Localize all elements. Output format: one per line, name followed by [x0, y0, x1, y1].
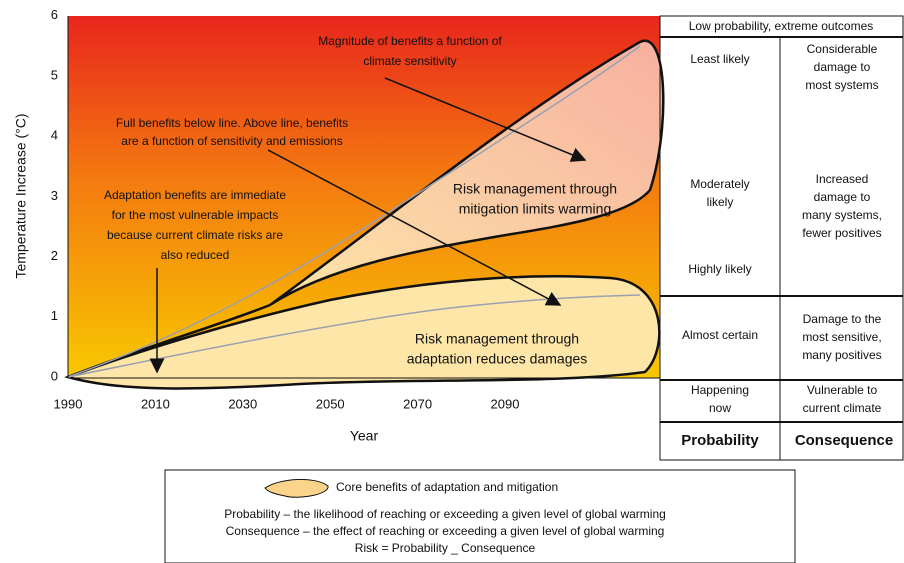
- legend-text: Risk = Probability _ Consequence: [355, 541, 536, 555]
- annotation: mitigation limits warming: [459, 201, 611, 217]
- annotation: are a function of sensitivity and emissi…: [121, 134, 342, 148]
- arrow: [384, 77, 587, 162]
- x-axis-label: Year: [350, 428, 379, 444]
- annotation: because current climate risks are: [107, 228, 283, 242]
- y-axis-label: Temperature Increase (°C): [13, 113, 29, 278]
- legend-text: Consequence – the effect of reaching or …: [226, 524, 665, 538]
- annotation: Full benefits below line. Above line, be…: [116, 116, 348, 130]
- arrow: [267, 149, 562, 306]
- annotation: for the most vulnerable impacts: [112, 208, 279, 222]
- annotation: Risk management through: [453, 181, 617, 197]
- table-footer: Probability: [681, 432, 759, 449]
- probability-cell: Least likely: [690, 52, 749, 66]
- probability-cell: Happening: [691, 383, 749, 397]
- consequence-cell: Considerable: [807, 42, 878, 56]
- y-tick-label: 6: [51, 7, 58, 22]
- probability-cell: Almost certain: [682, 328, 758, 342]
- legend-swatch: [264, 478, 329, 498]
- probability-cell: likely: [707, 195, 734, 209]
- consequence-cell: Increased: [816, 172, 869, 186]
- y-tick-label: 5: [51, 67, 58, 82]
- x-tick-label: 2070: [403, 396, 432, 411]
- annotation: Adaptation benefits are immediate: [104, 188, 286, 202]
- consequence-cell: most systems: [805, 78, 878, 92]
- y-tick-label: 1: [51, 308, 58, 323]
- y-tick-label: 4: [51, 128, 58, 143]
- consequence-cell: damage to: [814, 60, 871, 74]
- annotation: adaptation reduces damages: [407, 351, 588, 367]
- legend-text: Probability – the likelihood of reaching…: [224, 507, 666, 521]
- x-tick-label: 2010: [141, 396, 170, 411]
- consequence-cell: many positives: [802, 348, 881, 362]
- consequence-cell: damage to: [814, 190, 871, 204]
- probability-cell: Highly likely: [688, 262, 751, 276]
- annotation: climate sensitivity: [363, 54, 456, 68]
- annotation: Risk management through: [415, 331, 579, 347]
- legend-label: Core benefits of adaptation and mitigati…: [336, 480, 558, 494]
- x-tick-label: 1990: [54, 396, 83, 411]
- table-footer: Consequence: [795, 432, 893, 449]
- consequence-cell: fewer positives: [802, 226, 881, 240]
- x-tick-label: 2050: [316, 396, 345, 411]
- mitigation-region: [269, 39, 665, 307]
- central-estimate-low: [67, 294, 641, 378]
- annotation: also reduced: [161, 248, 230, 262]
- central-estimate-high: [67, 45, 641, 378]
- probability-cell: now: [709, 401, 731, 415]
- table-header: Low probability, extreme outcomes: [689, 19, 874, 33]
- x-tick-label: 2090: [491, 396, 520, 411]
- y-tick-label: 0: [51, 368, 58, 383]
- consequence-cell: many systems,: [802, 208, 882, 222]
- probability-cell: Moderately: [690, 177, 749, 191]
- consequence-cell: current climate: [803, 401, 882, 415]
- risk-table: [659, 15, 904, 461]
- adaptation-region: [64, 275, 661, 390]
- y-tick-label: 2: [51, 248, 58, 263]
- consequence-cell: Damage to the: [803, 312, 882, 326]
- annotation: Magnitude of benefits a function of: [318, 34, 502, 48]
- y-tick-label: 3: [51, 188, 58, 203]
- consequence-cell: Vulnerable to: [807, 383, 878, 397]
- consequence-cell: most sensitive,: [802, 330, 881, 344]
- x-tick-label: 2030: [228, 396, 257, 411]
